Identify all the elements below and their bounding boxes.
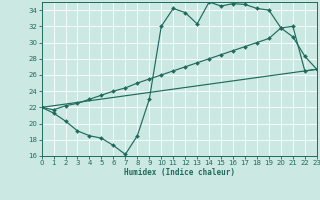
X-axis label: Humidex (Indice chaleur): Humidex (Indice chaleur) — [124, 168, 235, 177]
